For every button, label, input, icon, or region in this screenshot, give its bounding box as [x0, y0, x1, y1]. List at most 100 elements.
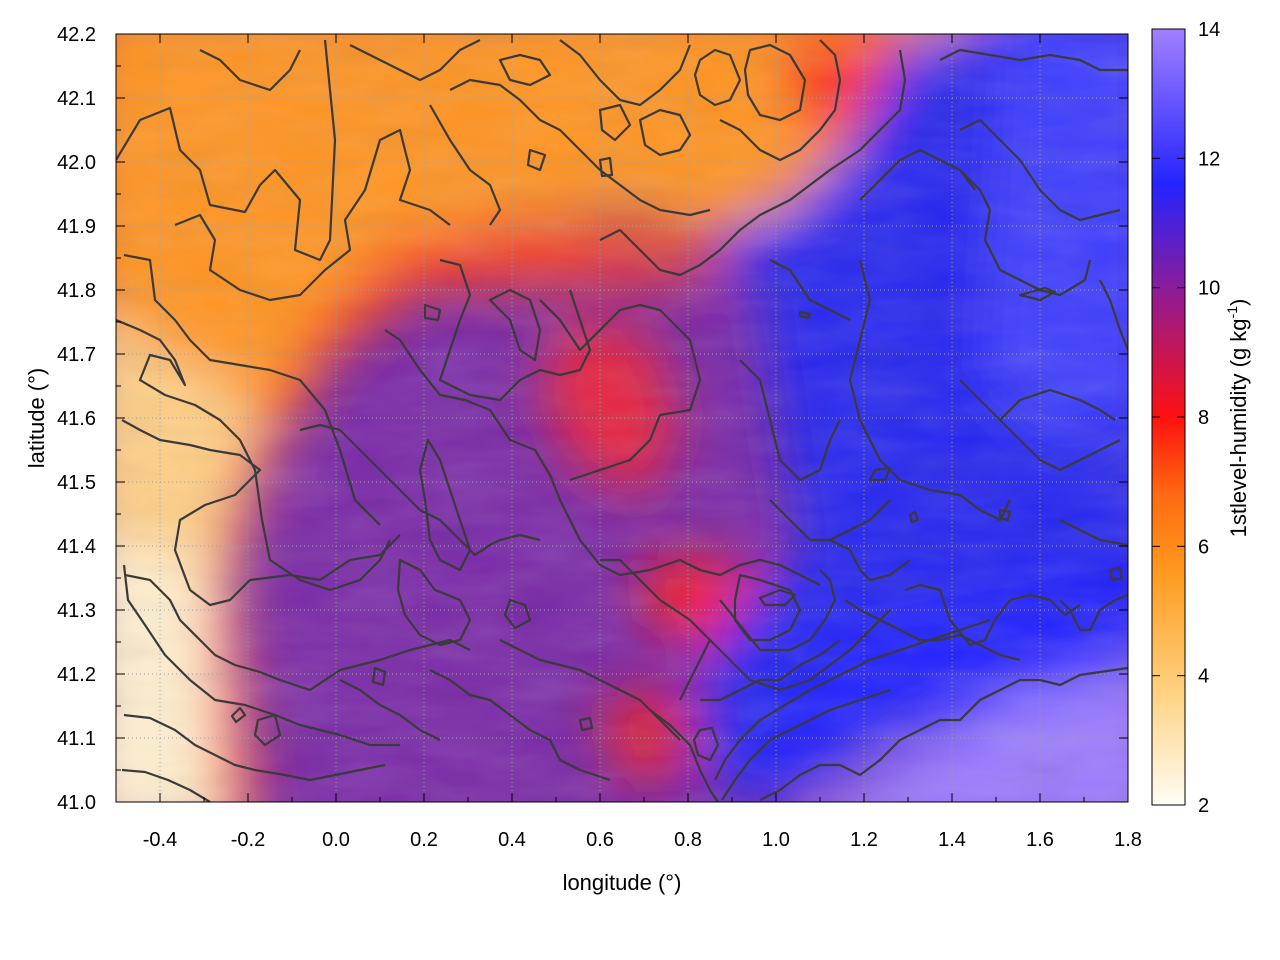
- x-tick-label: 0.2: [410, 829, 438, 851]
- contour-line: [418, 438, 472, 572]
- contour-line: [1108, 566, 1124, 582]
- y-tick-label: 41.4: [57, 536, 96, 558]
- contour-line: [939, 48, 1128, 72]
- contour-line: [998, 508, 1012, 522]
- contour-lines: [116, 39, 1128, 802]
- y-tick-label: 41.8: [57, 280, 96, 302]
- contour-line: [116, 39, 337, 262]
- colorbar-tick-label: 4: [1198, 666, 1209, 688]
- x-tick-label: -0.2: [231, 829, 265, 851]
- contour-line: [429, 669, 611, 782]
- colorbar-title-main: 1stlevel-humidity (g kg: [1226, 318, 1251, 537]
- contour-line: [649, 709, 719, 802]
- contour-line: [692, 726, 720, 762]
- x-tick-label: 1.2: [850, 829, 878, 851]
- colorbar-tick-label: 8: [1198, 407, 1209, 429]
- colorbar-ticks: 2 4 6 8 10 12 14: [1152, 19, 1220, 817]
- y-tick-label: 41.0: [57, 792, 96, 814]
- x-axis: -0.4 -0.2 0.0 0.2 0.4 0.6 0.8 1.0 1.2 1.4 1.6 1.8: [115, 34, 1142, 851]
- contour-line: [503, 598, 532, 630]
- contour-line: [423, 303, 442, 322]
- contour-line: [1099, 279, 1128, 351]
- colorbar-tick-label: 6: [1198, 536, 1209, 558]
- contour-line: [719, 569, 837, 652]
- contour-line: [700, 639, 841, 702]
- contour-line: [798, 310, 812, 320]
- x-tick-label: -0.4: [143, 829, 177, 851]
- contour-line: [829, 539, 911, 582]
- contour-line: [526, 148, 547, 172]
- y-axis-title: latitude (°): [24, 368, 49, 469]
- contour-line: [371, 666, 387, 687]
- contour-line: [759, 666, 1128, 801]
- contour-line: [904, 583, 1081, 647]
- colorbar-tick-label: 12: [1198, 148, 1220, 170]
- colorbar-tick-label: 14: [1198, 19, 1220, 41]
- x-tick-label: 1.4: [938, 829, 966, 851]
- contour-line: [253, 713, 282, 747]
- contour-line: [598, 103, 632, 142]
- x-tick-label: 0.6: [586, 829, 614, 851]
- contour-line: [1059, 593, 1128, 632]
- contour-line: [719, 39, 842, 162]
- contour-line: [449, 78, 711, 217]
- heatmap-field: [116, 34, 1128, 802]
- contour-line: [868, 466, 892, 482]
- x-tick-label: 1.6: [1026, 829, 1054, 851]
- contour-line: [600, 558, 712, 701]
- contour-line: [743, 43, 807, 122]
- x-tick-label: 0.0: [322, 829, 350, 851]
- contour-line: [123, 713, 386, 782]
- contour-line: [116, 318, 391, 592]
- colorbar-title: 1stlevel-humidity (g kg-1): [1224, 299, 1251, 538]
- contour-line: [121, 419, 401, 607]
- contour-line: [999, 388, 1116, 421]
- contour-line: [1059, 519, 1128, 547]
- grid-lines: [116, 34, 1128, 802]
- contour-line: [709, 609, 891, 692]
- colorbar-tick-label: 10: [1198, 278, 1220, 300]
- x-tick-label: 0.8: [674, 829, 702, 851]
- contour-line: [844, 599, 1021, 662]
- contour-line: [174, 128, 451, 302]
- colorbar: 2 4 6 8 10 12 14 1stlevel-humidity (g kg-1): [1151, 19, 1251, 817]
- contour-line: [714, 618, 991, 781]
- y-tick-label: 42.0: [57, 152, 96, 174]
- contour-line: [199, 49, 301, 92]
- colorbar-tick-label: 2: [1198, 795, 1209, 817]
- y-tick-label: 41.1: [57, 728, 96, 750]
- contour-line: [959, 379, 1121, 472]
- x-axis-title: longitude (°): [563, 870, 682, 895]
- y-axis: 41.0 41.1 41.2 41.3 41.4 41.5 41.6 41.7 41.8 41.9…: [57, 24, 1128, 814]
- colorbar-title-end: ): [1226, 299, 1251, 306]
- contour-line: [769, 499, 891, 542]
- contour-line: [959, 118, 1121, 222]
- contour-line: [384, 329, 681, 577]
- contour-line: [721, 688, 891, 801]
- contour-line: [438, 258, 592, 402]
- contour-line: [599, 49, 907, 277]
- y-tick-label: 42.1: [57, 88, 96, 110]
- plot-area: [116, 34, 1128, 802]
- contour-line: [299, 423, 541, 557]
- contour-line: [124, 573, 471, 692]
- contour-line: [908, 510, 920, 524]
- contour-line: [1018, 286, 1057, 302]
- contour-line: [539, 299, 702, 482]
- contour-line: [230, 706, 247, 724]
- contour-line: [769, 259, 851, 321]
- contour-line: [733, 573, 802, 642]
- contour-line: [339, 679, 441, 741]
- contour-line: [349, 39, 481, 82]
- contour-line: [122, 564, 400, 747]
- y-tick-label: 41.5: [57, 472, 96, 494]
- contour-line: [121, 768, 211, 802]
- contour-line: [578, 716, 594, 732]
- y-tick-label: 41.2: [57, 664, 96, 686]
- x-tick-label: 0.4: [498, 829, 526, 851]
- y-tick-label: 41.9: [57, 216, 96, 238]
- contour-line: [429, 104, 502, 226]
- colorbar-title-sup: -1: [1224, 306, 1240, 319]
- contour-line: [638, 108, 692, 157]
